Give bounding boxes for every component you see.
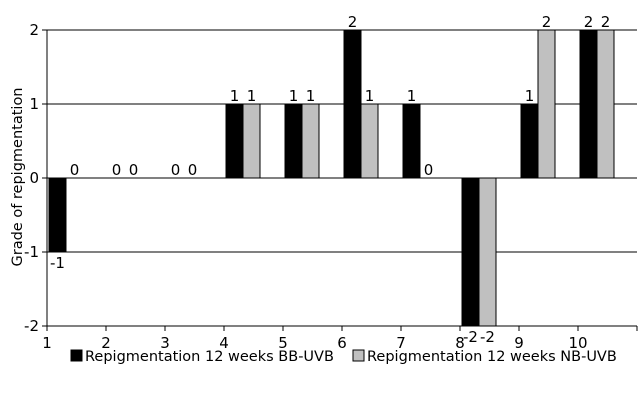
x-tick-label: 8 — [455, 334, 465, 352]
bar-1-10 — [579, 29, 598, 179]
data-label: 2 — [348, 13, 358, 31]
legend-swatch-1 — [70, 349, 83, 362]
x-tick-label: 2 — [101, 334, 111, 352]
axes — [42, 29, 638, 331]
data-label: 0 — [171, 161, 181, 179]
data-label: 0 — [70, 161, 80, 179]
data-label: -1 — [50, 254, 65, 272]
x-tick-label: 1 — [42, 334, 52, 352]
bar-1-1 — [48, 177, 67, 253]
x-tick-label: 10 — [568, 334, 587, 352]
x-tick-label: 7 — [396, 334, 406, 352]
y-tick-label: 2 — [29, 21, 39, 39]
legend: Repigmentation 12 weeks BB-UVB Repigmenta… — [70, 349, 617, 365]
bar-1-9 — [520, 103, 539, 179]
x-tick-label: 3 — [160, 334, 170, 352]
x-tick-labels: 1 2 3 4 5 6 7 8 9 10 — [42, 334, 587, 352]
data-label: 1 — [407, 87, 417, 105]
data-label: 1 — [525, 87, 535, 105]
bar-2-9 — [537, 29, 556, 179]
legend-label-2: Repigmentation 12 weeks NB-UVB — [367, 349, 617, 365]
bar-1-5 — [284, 103, 303, 179]
data-label: 0 — [129, 161, 139, 179]
y-tick-label: 0 — [29, 169, 39, 187]
data-label: 2 — [601, 13, 611, 31]
y-tick-label: -1 — [24, 243, 39, 261]
x-tick-label: 5 — [278, 334, 288, 352]
bar-2-5 — [301, 103, 320, 179]
bar-2-6 — [360, 103, 379, 179]
data-label: 0 — [424, 161, 434, 179]
bar-1-4 — [225, 103, 244, 179]
x-tick-label: 6 — [337, 334, 347, 352]
bar-2-4 — [242, 103, 261, 179]
data-label: 0 — [188, 161, 198, 179]
bar-1-7 — [402, 103, 421, 179]
data-label: 2 — [584, 13, 594, 31]
bar-1-6 — [343, 29, 362, 179]
data-label: 0 — [112, 161, 122, 179]
x-tick-label: 9 — [514, 334, 524, 352]
data-label: 1 — [365, 87, 375, 105]
data-label: 2 — [542, 13, 552, 31]
bar-2-10 — [596, 29, 615, 179]
y-tick-label: -2 — [24, 317, 39, 335]
legend-label-1: Repigmentation 12 weeks BB-UVB — [85, 349, 334, 365]
y-tick-labels: -2 -1 0 1 2 — [24, 21, 39, 335]
data-label: 1 — [247, 87, 257, 105]
bar-2-8 — [478, 177, 497, 327]
data-label: 1 — [230, 87, 240, 105]
y-tick-label: 1 — [29, 95, 39, 113]
y-axis-label: Grade of repigmentation — [10, 88, 26, 267]
bar-1-8 — [461, 177, 480, 327]
data-label: 1 — [306, 87, 316, 105]
data-label: -2 — [463, 328, 478, 346]
data-label: -2 — [480, 328, 495, 346]
data-label: 1 — [289, 87, 299, 105]
x-tick-label: 4 — [219, 334, 229, 352]
legend-swatch-2 — [352, 349, 365, 362]
